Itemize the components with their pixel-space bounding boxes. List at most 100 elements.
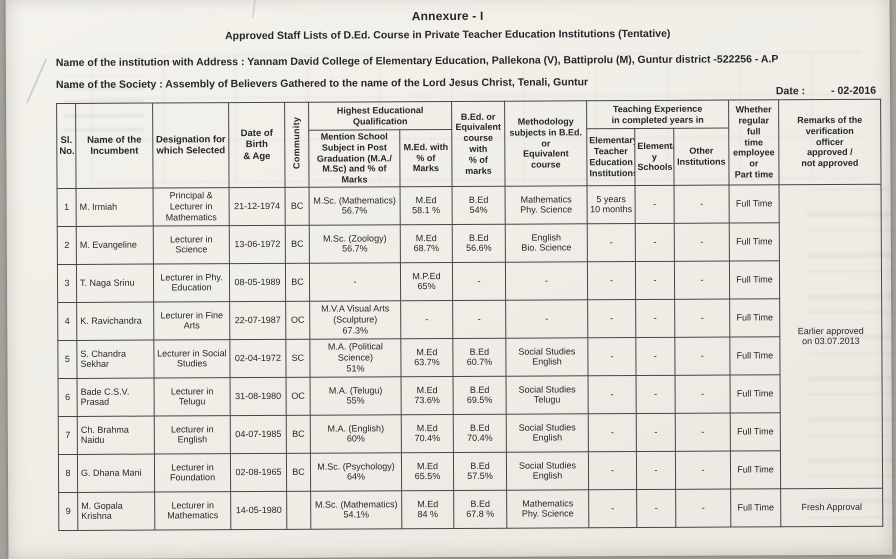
cell-methodology: Mathematics Phy. Science <box>505 185 588 225</box>
cell-exp-elementary: - <box>636 375 676 414</box>
table-row: 7 Ch. Brahma Naidu Lecturer in English 0… <box>58 412 882 455</box>
cell-dob: 21-12-1974 <box>229 187 286 226</box>
col-header-exp-etei: Elementary Teacher Education Institution… <box>586 128 636 186</box>
cell-exp-elementary: - <box>636 413 676 452</box>
cell-sl-no: 1 <box>57 188 77 227</box>
col-header-med: M.Ed. with % of Marks <box>399 129 453 187</box>
cell-methodology: Social Studies Telugu <box>506 375 589 415</box>
cell-med: M.P.Ed 65% <box>400 262 453 301</box>
cell-dob: 02-04-1972 <box>229 339 287 378</box>
cell-dob: 14-05-1980 <box>230 491 287 530</box>
date-label: Date : <box>775 85 806 98</box>
table-row: 1 M. Irmiah Principal & Lecturer in Math… <box>57 184 883 489</box>
col-header-exp-other: Other Institutions <box>673 128 730 186</box>
cell-pg-subject: M.Sc. (Psychology) 64% <box>310 452 402 492</box>
cell-community: BC <box>285 225 310 264</box>
cell-sl-no: 8 <box>58 454 78 493</box>
cell-sl-no: 4 <box>57 302 77 341</box>
cell-designation: Lecturer in English <box>154 415 231 455</box>
cell-dob: 31-08-1980 <box>230 377 287 416</box>
cell-pg-subject: M.Sc. (Zoology) 56.7% <box>309 224 401 264</box>
cell-exp-etei: - <box>587 261 636 300</box>
page-subtitle: Approved Staff Lists of D.Ed. Course in … <box>225 27 671 43</box>
cell-dob: 08-05-1989 <box>229 263 286 302</box>
cell-community: BC <box>285 263 310 302</box>
cell-bed: B.Ed 60.7% <box>452 338 507 377</box>
cell-sl-no: 5 <box>57 340 78 379</box>
cell-exp-elementary: - <box>635 337 676 376</box>
cell-fulltime: Full Time <box>729 222 780 262</box>
cell-pg-subject: M.V.A Visual Arts (Sculpture) 67.3% <box>309 300 401 340</box>
table-row: 5 S. Chandra Sekhar Lecturer in Social S… <box>57 336 882 379</box>
cell-name: T. Naga Srinu <box>76 264 154 303</box>
scanned-page: Annexure - I Approved Staff Lists of D.E… <box>5 0 895 559</box>
cell-exp-other: - <box>674 299 730 338</box>
cell-name: S. Chandra Sekhar <box>76 340 155 379</box>
cell-bed: B.Ed 54% <box>452 186 506 225</box>
cell-bed: - <box>452 262 506 301</box>
cell-exp-other: - <box>674 261 730 300</box>
cell-med: M.Ed 73.6% <box>401 376 454 415</box>
cell-exp-other: - <box>675 413 731 452</box>
cell-exp-other: - <box>675 451 731 490</box>
table-row: 2 M. Evangeline Lecturer in Science 13-0… <box>57 222 881 265</box>
cell-pg-subject: - <box>309 262 401 302</box>
col-header-community: Community <box>284 102 310 188</box>
cell-remarks-row-9: Fresh Approval <box>780 488 883 527</box>
cell-designation: Lecturer in Mathematics <box>154 491 231 531</box>
cell-methodology: - <box>505 261 588 301</box>
cell-fulltime: Full Time <box>730 450 781 490</box>
cell-exp-etei: - <box>588 413 637 452</box>
cell-med: M.Ed 58.1 % <box>400 186 453 225</box>
cell-designation: Lecturer in Social Studies <box>153 339 231 379</box>
staff-table-wrapper: Sl. No. Name of the Incumbent Designatio… <box>56 99 883 531</box>
col-header-name: Name of the Incumbent <box>75 103 154 189</box>
cell-community: BC <box>286 415 311 454</box>
cell-fulltime: Full Time <box>729 184 780 224</box>
society-line: Name of the Society : Assembly of Believ… <box>55 76 589 92</box>
cell-exp-elementary: - <box>635 223 675 262</box>
cell-name: Ch. Brahma Naidu <box>77 416 155 455</box>
cell-exp-elementary: - <box>635 185 675 224</box>
table-row: 4 K. Ravichandra Lecturer in Fine Arts 2… <box>57 298 882 341</box>
cell-fulltime: Full Time <box>730 412 781 452</box>
cell-sl-no: 2 <box>57 226 77 265</box>
page-title: Annexure - I <box>411 8 484 24</box>
cell-exp-other: - <box>675 375 731 414</box>
cell-exp-other: - <box>675 489 731 528</box>
cell-exp-etei: 5 years 10 months <box>587 185 636 224</box>
table-row: 9 M. Gopala Krishna Lecturer in Mathemat… <box>58 488 883 531</box>
table-row: 3 T. Naga Srinu Lecturer in Phy. Educati… <box>57 260 881 303</box>
cell-fulltime: Full Time <box>730 374 781 414</box>
col-header-remarks: Remarks of the verification officer appr… <box>778 99 882 185</box>
cell-name: K. Ravichandra <box>76 302 154 341</box>
cell-methodology: English Bio. Science <box>505 223 588 263</box>
cell-exp-other: - <box>674 185 730 224</box>
col-header-fulltime: Whether regular full time employee or Pa… <box>728 99 780 186</box>
cell-name: M. Gopala Krishna <box>77 492 155 531</box>
cell-designation: Lecturer in Telugu <box>154 377 231 417</box>
cell-sl-no: 9 <box>58 492 78 531</box>
cell-designation: Principal & Lecturer in Mathematics <box>153 187 230 227</box>
cell-exp-elementary: - <box>636 451 676 490</box>
cell-name: M. Evangeline <box>76 226 154 265</box>
cell-methodology: Social Studies English <box>505 337 589 377</box>
col-header-pg-subject: Mention School Subject in Post Graduatio… <box>308 129 401 188</box>
cell-community: BC <box>285 187 310 226</box>
cell-methodology: Social Studies English <box>506 413 589 453</box>
cell-bed: - <box>452 300 506 339</box>
cell-exp-etei: - <box>588 375 637 414</box>
cell-name: Bade C.S.V. Prasad <box>77 378 155 417</box>
cell-sl-no: 3 <box>57 264 77 303</box>
cell-sl-no: 6 <box>58 378 78 417</box>
cell-exp-etei: - <box>587 337 637 376</box>
cell-methodology: - <box>505 299 588 339</box>
cell-dob: 13-06-1972 <box>229 225 286 264</box>
cell-designation: Lecturer in Fine Arts <box>153 301 230 341</box>
institution-line: Name of the institution with Address : Y… <box>55 53 779 70</box>
cell-pg-subject: M.Sc. (Mathematics) 54.1% <box>310 490 402 530</box>
cell-med: M.Ed 63.7% <box>400 338 454 377</box>
cell-methodology: Mathematics Phy. Science <box>506 489 589 529</box>
cell-dob: 22-07-1987 <box>229 301 286 340</box>
cell-dob: 04-07-1985 <box>230 415 287 454</box>
